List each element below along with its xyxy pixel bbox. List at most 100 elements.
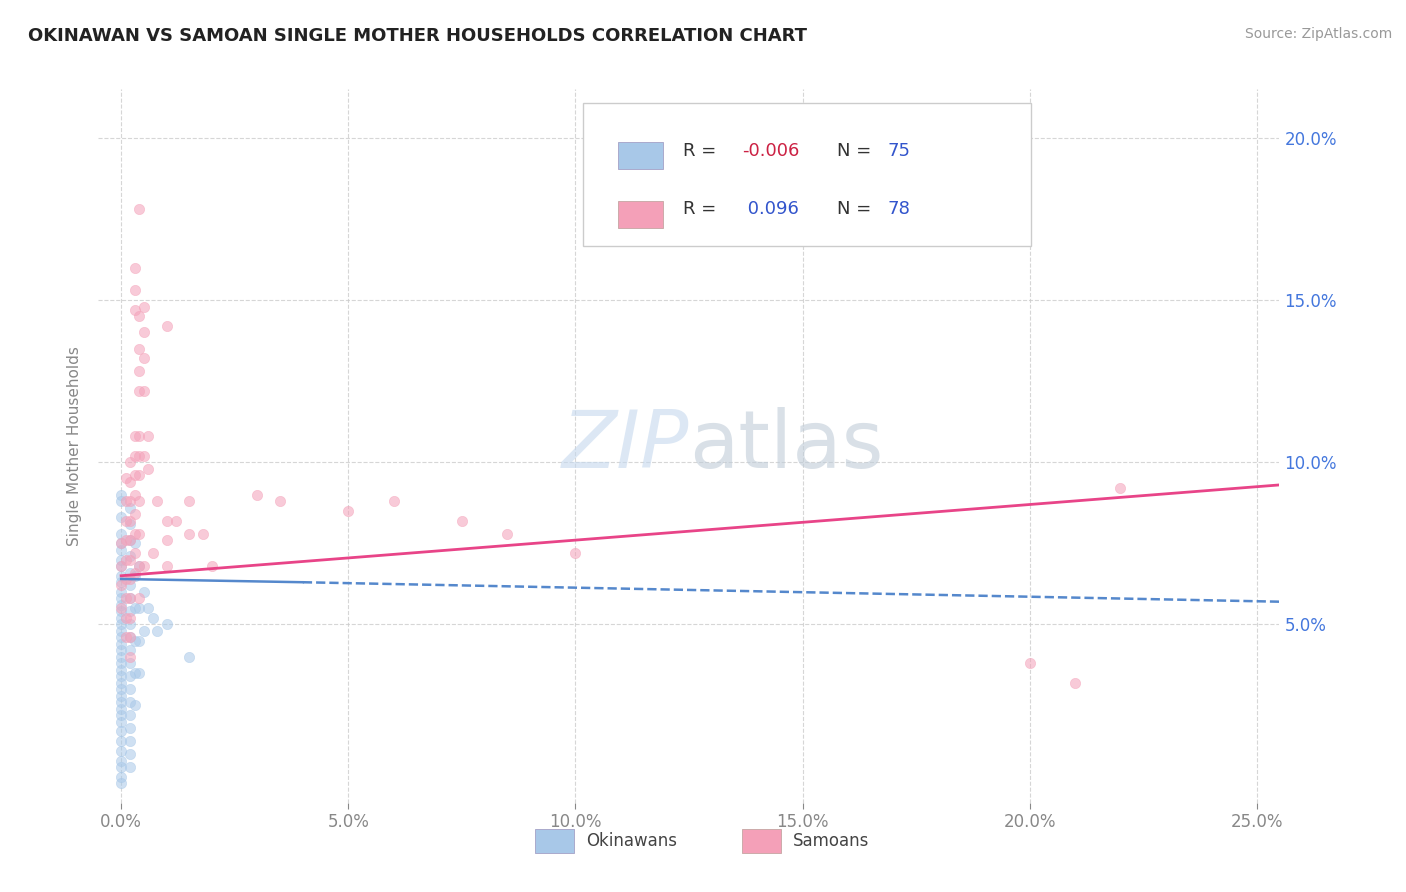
Point: [114, 611, 136, 625]
Point: [110, 695, 132, 709]
Point: [110, 604, 132, 618]
Point: [120, 552, 142, 566]
Point: [110, 617, 132, 632]
Point: [146, 624, 169, 638]
Point: [120, 500, 142, 515]
Point: [120, 549, 142, 564]
Point: [120, 721, 142, 735]
Point: [132, 326, 155, 340]
Point: [128, 559, 150, 574]
Point: [128, 429, 150, 443]
Point: [120, 591, 142, 606]
Point: [114, 552, 136, 566]
Point: [124, 488, 146, 502]
Point: [114, 591, 136, 606]
Point: [114, 631, 136, 645]
Point: [110, 760, 132, 774]
Point: [114, 471, 136, 485]
Point: [120, 649, 142, 664]
Point: [132, 300, 155, 314]
Text: ZIP: ZIP: [561, 407, 689, 485]
Point: [110, 552, 132, 566]
Point: [132, 559, 155, 574]
Text: N =: N =: [837, 142, 876, 160]
Point: [110, 568, 132, 582]
FancyBboxPatch shape: [619, 142, 664, 169]
Point: [124, 260, 146, 275]
Point: [201, 559, 224, 574]
Point: [124, 601, 146, 615]
Text: Source: ZipAtlas.com: Source: ZipAtlas.com: [1244, 27, 1392, 41]
Point: [128, 559, 150, 574]
Point: [124, 568, 146, 582]
Point: [120, 682, 142, 697]
Point: [120, 455, 142, 469]
Text: Samoans: Samoans: [793, 831, 869, 849]
Point: [120, 631, 142, 645]
Point: [132, 384, 155, 398]
Point: [124, 536, 146, 550]
Point: [110, 585, 132, 599]
Point: [110, 494, 132, 508]
Point: [110, 734, 132, 748]
Point: [110, 682, 132, 697]
Point: [1064, 675, 1087, 690]
Point: [110, 702, 132, 716]
Point: [142, 611, 165, 625]
Point: [128, 202, 150, 217]
Text: OKINAWAN VS SAMOAN SINGLE MOTHER HOUSEHOLDS CORRELATION CHART: OKINAWAN VS SAMOAN SINGLE MOTHER HOUSEHO…: [28, 27, 807, 45]
Point: [128, 526, 150, 541]
Point: [124, 449, 146, 463]
Point: [132, 585, 155, 599]
Point: [120, 631, 142, 645]
Point: [132, 449, 155, 463]
Point: [120, 604, 142, 618]
Text: Okinawans: Okinawans: [586, 831, 678, 849]
Point: [124, 546, 146, 560]
Text: 0.096: 0.096: [742, 200, 799, 218]
Text: atlas: atlas: [689, 407, 883, 485]
Point: [120, 533, 142, 547]
Point: [337, 504, 360, 518]
Point: [114, 533, 136, 547]
Text: 78: 78: [887, 200, 910, 218]
Point: [120, 578, 142, 592]
Point: [138, 461, 160, 475]
Point: [128, 666, 150, 681]
Point: [496, 526, 519, 541]
Point: [155, 533, 177, 547]
Text: R =: R =: [683, 142, 723, 160]
Point: [110, 559, 132, 574]
Point: [128, 449, 150, 463]
Point: [1109, 481, 1132, 495]
Point: [114, 514, 136, 528]
Point: [124, 283, 146, 297]
Point: [124, 633, 146, 648]
Point: [124, 698, 146, 713]
Point: [120, 669, 142, 683]
Point: [269, 494, 291, 508]
Point: [124, 468, 146, 483]
Point: [110, 526, 132, 541]
Point: [155, 617, 177, 632]
Point: [110, 559, 132, 574]
Point: [110, 624, 132, 638]
Point: [124, 507, 146, 521]
Point: [110, 536, 132, 550]
Point: [120, 591, 142, 606]
FancyBboxPatch shape: [536, 830, 575, 853]
Point: [155, 514, 177, 528]
Point: [110, 770, 132, 784]
Point: [179, 649, 201, 664]
Point: [114, 494, 136, 508]
Point: [110, 591, 132, 606]
FancyBboxPatch shape: [742, 830, 782, 853]
Point: [110, 754, 132, 768]
Point: [110, 643, 132, 657]
Point: [110, 714, 132, 729]
Point: [120, 611, 142, 625]
Point: [110, 575, 132, 590]
Point: [110, 611, 132, 625]
Point: [110, 776, 132, 790]
Text: R =: R =: [683, 200, 723, 218]
